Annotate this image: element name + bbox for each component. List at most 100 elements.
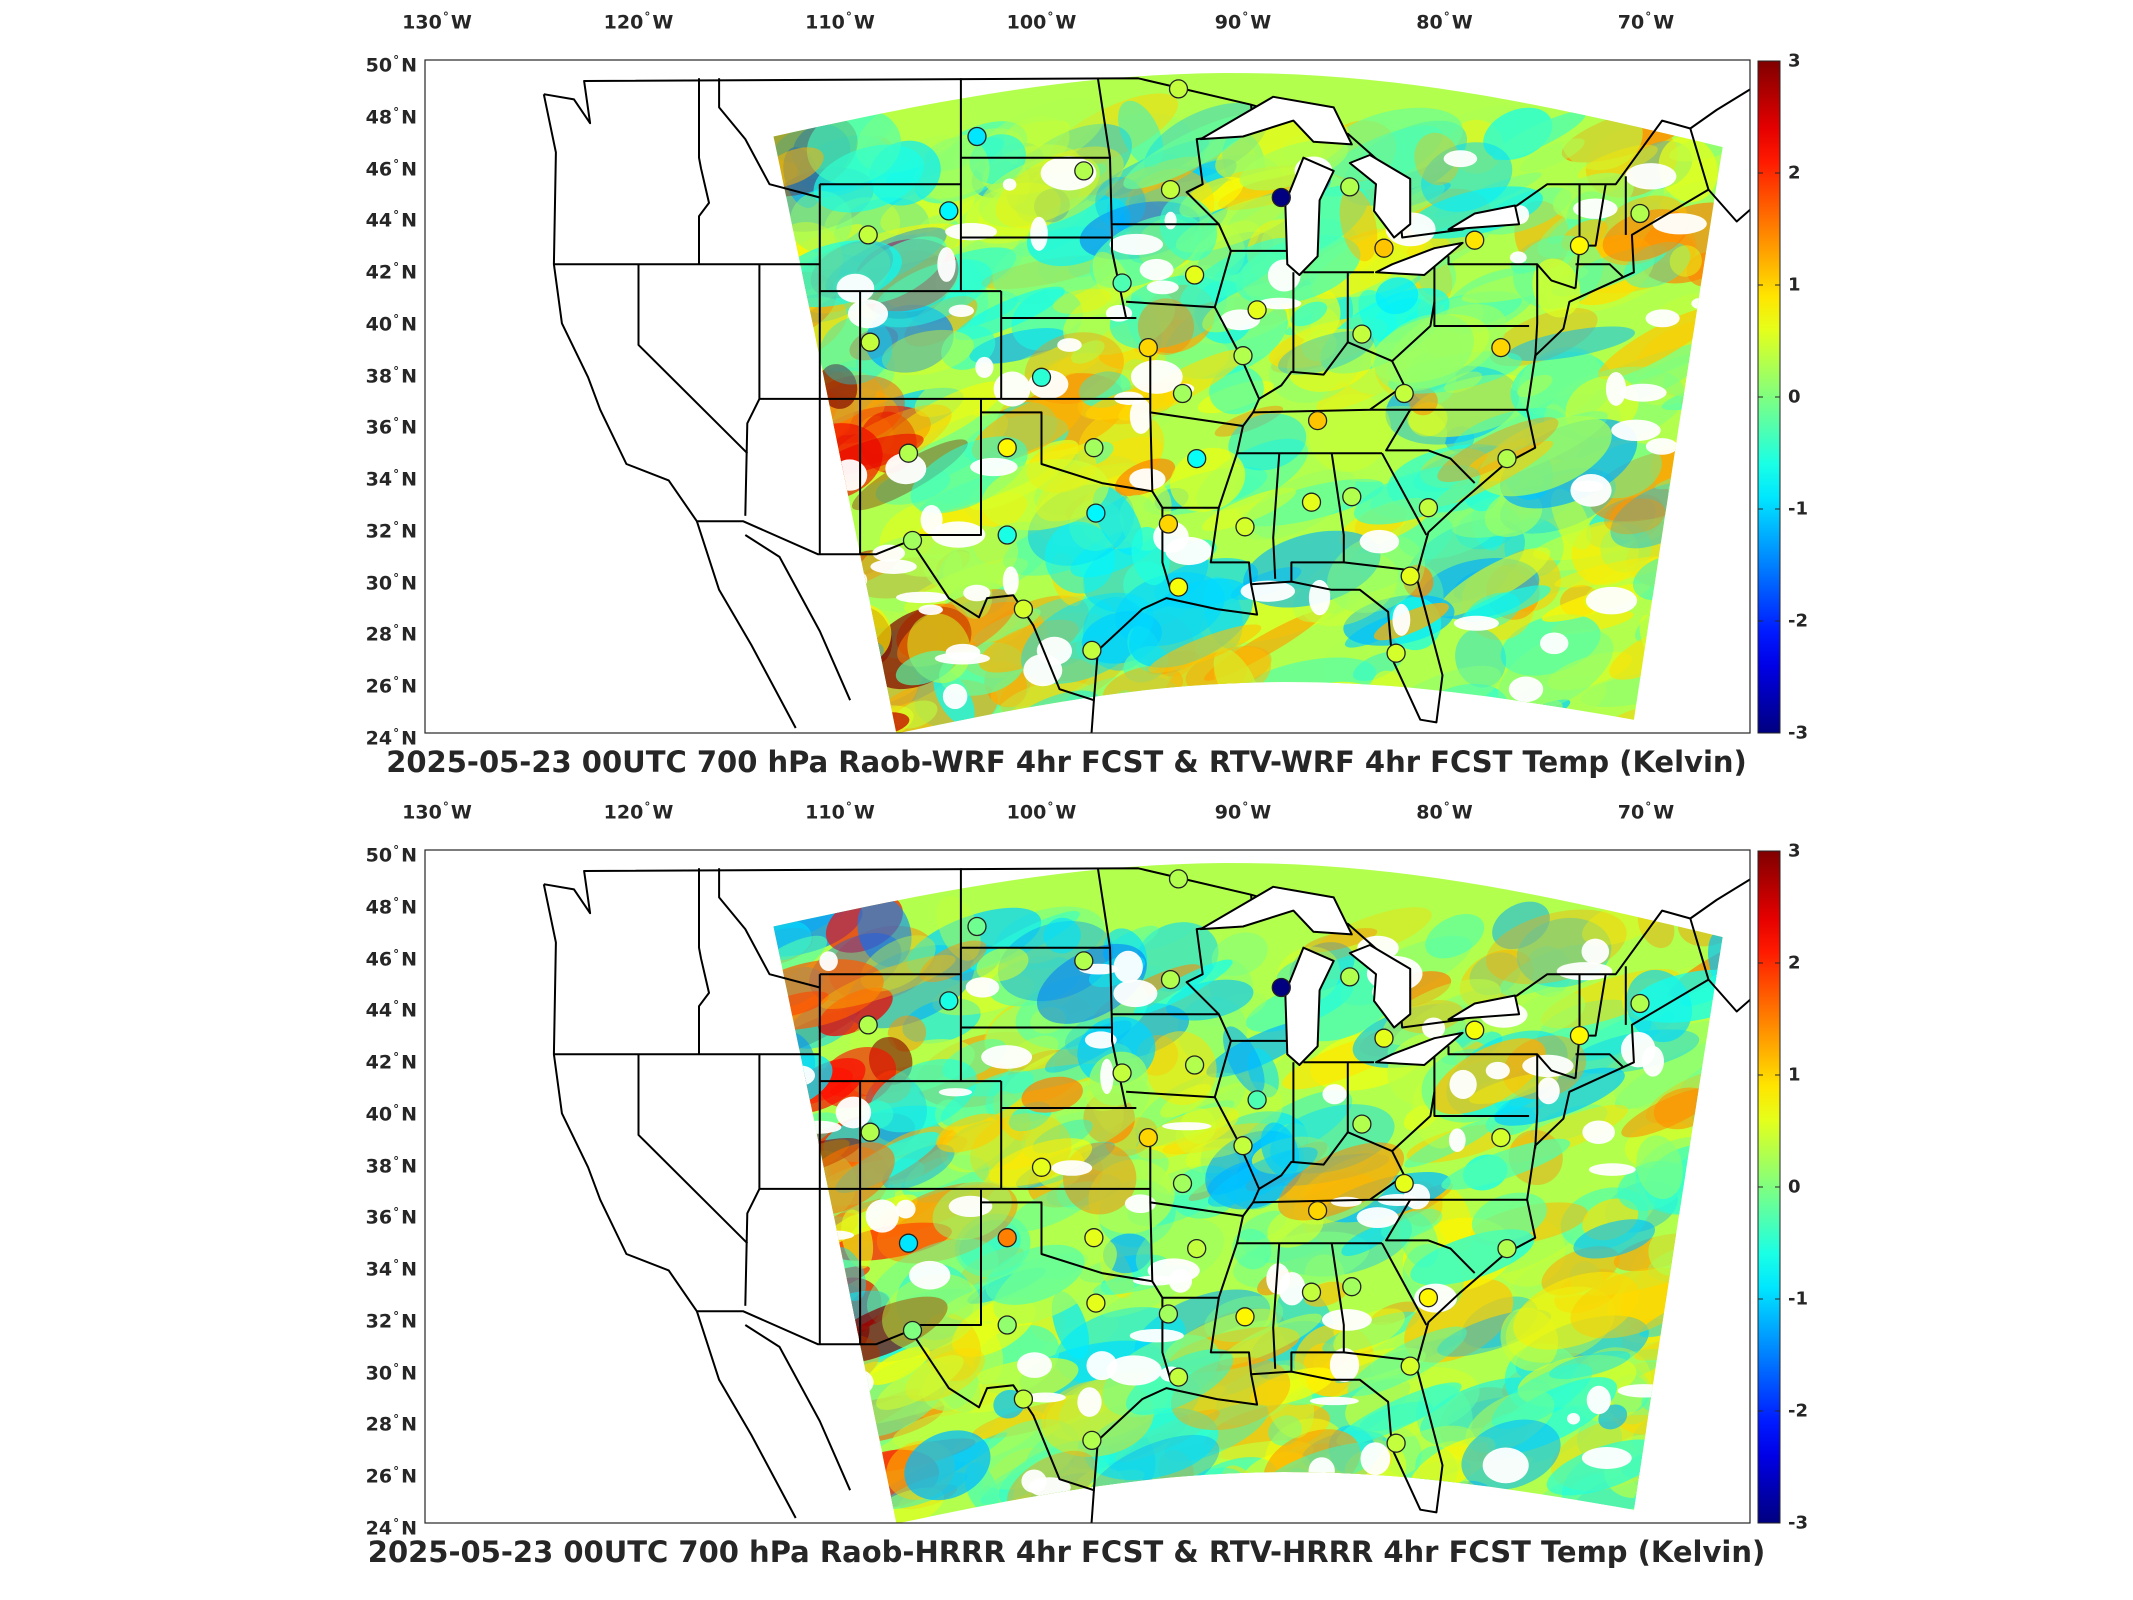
latitude-tick-label: 24° N — [365, 1516, 417, 1540]
panel-title: 2025-05-23 00UTC 700 hPa Raob-HRRR 4hr F… — [367, 1535, 1766, 1569]
longitude-tick-label: 130° W — [402, 10, 472, 34]
raob-station-marker — [860, 1122, 880, 1142]
colorbar-tick-label: 0 — [1788, 1176, 1801, 1198]
raob-station-marker — [1160, 179, 1181, 200]
longitude-tick-label: 110° W — [805, 800, 875, 824]
raob-station-marker — [1301, 1282, 1322, 1302]
raob-station-marker — [1569, 1025, 1590, 1046]
raob-station-marker — [1307, 410, 1328, 431]
longitude-tick-label: 100° W — [1006, 10, 1077, 34]
raob-station-marker — [1187, 1238, 1207, 1259]
raob-station-marker — [1394, 1173, 1414, 1194]
raob-station-marker — [1569, 235, 1590, 256]
raob-station-marker — [1271, 187, 1291, 208]
latitude-tick-label: 44° N — [365, 208, 417, 232]
raob-station-marker — [898, 1233, 919, 1253]
raob-station-marker — [1168, 1367, 1189, 1387]
raob-station-marker — [1031, 367, 1052, 387]
raob-station-marker — [1031, 1157, 1052, 1177]
longitude-tick-label: 80° W — [1416, 10, 1473, 34]
panel-title: 2025-05-23 00UTC 700 hPa Raob-WRF 4hr FC… — [386, 745, 1747, 779]
colorbar-tick-label: -2 — [1788, 1400, 1808, 1422]
raob-station-marker — [997, 1315, 1017, 1335]
raob-station-marker — [997, 525, 1017, 545]
raob-station-marker — [1465, 230, 1485, 250]
raob-station-marker — [860, 332, 880, 352]
latitude-tick-label: 48° N — [365, 895, 417, 919]
latitude-tick-label: 46° N — [365, 946, 417, 971]
raob-station-marker — [1082, 640, 1102, 661]
raob-station-marker — [1497, 1238, 1517, 1259]
raob-station-marker — [1342, 1277, 1362, 1297]
colorbar-tick-label: 2 — [1788, 162, 1801, 184]
longitude-tick-label: 100° W — [1006, 800, 1077, 824]
colorbar-tick-label: -1 — [1788, 498, 1808, 520]
raob-station-marker — [1074, 951, 1094, 971]
raob-station-marker — [1374, 238, 1394, 258]
raob-station-marker — [1491, 1127, 1511, 1148]
latitude-tick-label: 30° N — [365, 1361, 417, 1385]
colorbar-tick-label: -3 — [1788, 1512, 1808, 1534]
raob-station-marker — [1497, 448, 1517, 469]
latitude-tick-label: 38° N — [365, 1153, 417, 1178]
raob-station-marker — [1013, 1389, 1034, 1409]
raob-station-marker — [1112, 273, 1132, 293]
map-content — [542, 863, 1750, 1523]
raob-station-marker — [1352, 1114, 1372, 1134]
map-panel-wrf: 2025-05-23 00UTC 700 hPa Raob-WRF 4hr FC… — [365, 10, 1808, 779]
latitude-tick-label: 46° N — [365, 156, 417, 181]
raob-station-marker — [1158, 1304, 1179, 1324]
longitude-tick-label: 90° W — [1214, 10, 1272, 34]
raob-station-marker — [1235, 517, 1255, 537]
raob-station-marker — [1168, 869, 1189, 889]
raob-station-marker — [1172, 383, 1193, 404]
latitude-tick-label: 34° N — [365, 467, 417, 491]
raob-station-marker — [1394, 383, 1414, 404]
colorbar-tick-label: 3 — [1788, 50, 1801, 72]
raob-station-marker — [1465, 1020, 1485, 1040]
latitude-tick-label: 30° N — [365, 571, 417, 595]
longitude-tick-label: 130° W — [402, 800, 472, 824]
raob-station-marker — [1374, 1028, 1394, 1048]
map-figure-wrf — [424, 59, 1781, 734]
raob-station-marker — [1184, 265, 1205, 285]
latitude-tick-label: 42° N — [365, 1050, 417, 1074]
raob-station-marker — [1247, 300, 1267, 320]
map-content — [542, 73, 1750, 733]
raob-station-marker — [1386, 1433, 1406, 1453]
temperature-difference-field — [773, 863, 1723, 1523]
raob-station-marker — [1340, 967, 1360, 987]
map-figure-hrrr — [424, 849, 1781, 1524]
raob-station-marker — [1172, 1173, 1193, 1194]
colorbar-tick-label: -1 — [1788, 1288, 1808, 1310]
latitude-tick-label: 50° N — [365, 843, 417, 867]
colorbar-tick-label: 3 — [1788, 840, 1801, 862]
raob-station-marker — [939, 201, 959, 221]
latitude-tick-label: 36° N — [365, 1205, 417, 1230]
longitude-tick-label: 80° W — [1416, 800, 1473, 824]
latitude-tick-label: 28° N — [365, 1412, 417, 1437]
latitude-tick-label: 40° N — [365, 312, 417, 336]
raob-station-marker — [997, 438, 1017, 458]
colorbar-tick-label: 1 — [1788, 274, 1801, 296]
longitude-tick-label: 110° W — [805, 10, 875, 34]
raob-station-marker — [1233, 346, 1253, 366]
raob-station-marker — [1386, 643, 1406, 663]
longitude-tick-label: 120° W — [603, 800, 674, 824]
raob-station-marker — [997, 1228, 1017, 1248]
raob-station-marker — [1074, 161, 1094, 181]
latitude-tick-label: 32° N — [365, 1309, 417, 1333]
raob-station-marker — [939, 991, 959, 1011]
colorbar-tick-label: 2 — [1788, 952, 1801, 974]
raob-station-marker — [1271, 977, 1291, 998]
raob-station-marker — [1138, 1127, 1158, 1148]
raob-station-marker — [1168, 79, 1189, 99]
latitude-tick-label: 48° N — [365, 105, 417, 129]
raob-station-marker — [1086, 1293, 1106, 1313]
raob-station-marker — [1082, 1430, 1102, 1451]
raob-station-marker — [902, 1320, 923, 1341]
raob-station-marker — [1233, 1136, 1253, 1156]
longitude-tick-label: 120° W — [603, 10, 674, 34]
latitude-tick-label: 38° N — [365, 363, 417, 388]
raob-station-marker — [967, 916, 987, 937]
